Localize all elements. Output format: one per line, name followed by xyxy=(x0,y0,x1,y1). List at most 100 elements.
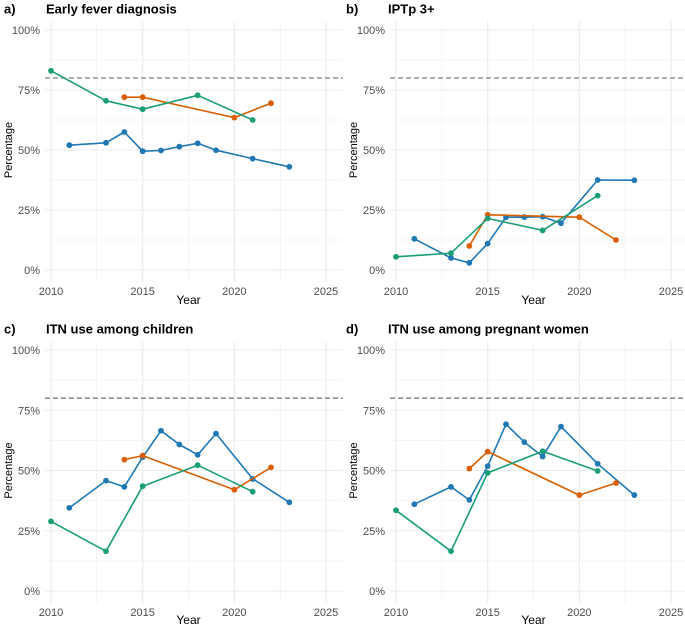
data-point-green xyxy=(484,215,491,222)
y-tick-label: 25% xyxy=(363,526,385,538)
x-tick-label: 2020 xyxy=(567,286,591,298)
data-point-green xyxy=(48,518,54,525)
data-point-blue xyxy=(448,255,454,261)
data-point-blue xyxy=(484,463,491,470)
series-line-green xyxy=(50,464,254,553)
data-point-blue xyxy=(158,427,164,434)
y-tick-label: 0% xyxy=(24,586,40,598)
data-point-green xyxy=(249,488,256,495)
data-point-orange xyxy=(466,243,473,249)
series-line-orange xyxy=(124,96,272,119)
data-point-green xyxy=(484,470,491,476)
series-line-orange xyxy=(468,450,617,496)
data-point-blue xyxy=(176,441,183,448)
x-tick-label: 2025 xyxy=(659,286,683,298)
data-point-green xyxy=(539,227,546,234)
y-tick-label: 0% xyxy=(24,265,40,277)
data-point-orange xyxy=(268,100,274,107)
y-tick-label: 0% xyxy=(369,586,385,598)
series-line-blue xyxy=(68,429,290,509)
data-point-blue xyxy=(194,451,201,458)
series-line-green xyxy=(395,194,599,258)
series-line-blue xyxy=(413,423,635,505)
data-point-orange xyxy=(231,486,238,493)
data-point-green xyxy=(393,507,399,514)
data-point-green xyxy=(448,548,454,555)
data-point-green xyxy=(139,106,146,113)
data-point-blue xyxy=(503,421,509,428)
data-point-blue xyxy=(521,439,528,445)
data-point-blue xyxy=(631,177,638,184)
y-tick-label: 50% xyxy=(18,145,40,157)
chart-title: Early fever diagnosis xyxy=(46,1,177,16)
data-point-blue xyxy=(448,483,454,490)
y-axis-label: Percentage xyxy=(348,442,360,498)
panel-tag: b) xyxy=(346,1,358,16)
y-tick-label: 100% xyxy=(357,25,385,37)
x-tick-label: 2010 xyxy=(39,607,63,619)
x-tick-label: 2010 xyxy=(384,607,408,619)
data-point-blue xyxy=(66,142,73,149)
data-point-orange xyxy=(268,464,274,471)
data-point-blue xyxy=(286,499,293,506)
chart-panel-4: 0% 25% 50% 75% 100% 2010 2015 2020 2025 d) ITN use… xyxy=(346,321,685,627)
data-point-blue xyxy=(158,147,164,154)
x-tick-label: 2015 xyxy=(130,607,154,619)
y-axis-label: Percentage xyxy=(3,122,15,178)
data-point-green xyxy=(448,250,454,257)
x-axis-label: Year xyxy=(176,293,200,307)
chart-title: IPTp 3+ xyxy=(388,1,435,16)
y-tick-label: 0% xyxy=(369,265,385,277)
data-point-blue xyxy=(213,430,219,437)
data-point-blue xyxy=(558,423,564,430)
data-point-blue xyxy=(121,129,128,135)
data-point-orange xyxy=(466,465,473,472)
x-tick-label: 2025 xyxy=(314,286,338,298)
series-line-orange xyxy=(468,214,617,247)
chart-panel-1: 0% 25% 50% 75% 100% 2010 2015 2020 2025 a) Early f… xyxy=(3,1,343,307)
data-point-orange xyxy=(484,448,491,455)
chart-panel-2: 0% 25% 50% 75% 100% 2010 2015 2020 2025 b) IPTp 3+… xyxy=(346,1,685,307)
data-point-orange xyxy=(139,94,146,101)
y-tick-label: 75% xyxy=(363,405,385,417)
data-point-green xyxy=(194,92,201,99)
data-point-blue xyxy=(103,139,109,146)
x-axis-label: Year xyxy=(521,613,545,627)
data-point-blue xyxy=(466,259,473,266)
x-tick-label: 2020 xyxy=(222,286,246,298)
data-point-blue xyxy=(286,163,293,170)
data-point-blue xyxy=(66,504,73,511)
series-line-blue xyxy=(413,179,635,264)
x-tick-label: 2015 xyxy=(475,607,499,619)
y-tick-label: 100% xyxy=(12,25,40,37)
data-point-blue xyxy=(194,140,201,147)
chart-title: ITN use among children xyxy=(46,321,193,336)
data-point-blue xyxy=(594,460,601,467)
x-tick-label: 2010 xyxy=(39,286,63,298)
data-point-orange xyxy=(121,94,128,101)
y-tick-label: 25% xyxy=(363,205,385,217)
data-point-green xyxy=(139,483,146,490)
data-point-green xyxy=(103,548,109,555)
data-point-orange xyxy=(231,114,238,121)
data-point-blue xyxy=(411,235,418,242)
y-tick-label: 75% xyxy=(18,405,40,417)
data-point-orange xyxy=(121,456,128,463)
data-point-blue xyxy=(139,148,146,155)
x-axis-label: Year xyxy=(176,613,200,627)
x-tick-label: 2015 xyxy=(475,286,499,298)
y-tick-label: 50% xyxy=(363,145,385,157)
data-point-orange xyxy=(613,237,619,243)
data-point-green xyxy=(393,253,399,260)
y-tick-label: 25% xyxy=(18,526,40,538)
chart-panel-3: 0% 25% 50% 75% 100% 2010 2015 2020 2025 c) ITN use… xyxy=(3,321,343,627)
x-axis-label: Year xyxy=(521,293,545,307)
y-axis-label: Percentage xyxy=(3,442,15,498)
y-tick-label: 50% xyxy=(18,466,40,478)
panel-tag: a) xyxy=(4,1,16,16)
data-point-blue xyxy=(466,497,473,503)
data-point-blue xyxy=(213,147,219,154)
x-tick-label: 2025 xyxy=(314,607,338,619)
y-axis-label: Percentage xyxy=(348,122,360,178)
